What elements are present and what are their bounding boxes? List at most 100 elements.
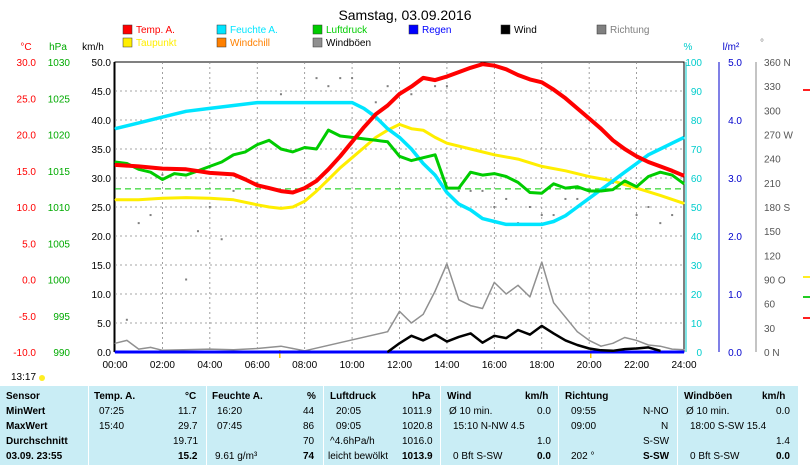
series-point-luftdruck-27 [434,154,436,156]
feuchte-abs: 9.61 g/m³ [215,451,258,462]
legend-label-4: Wind [514,25,537,36]
series-point-temp-a--7 [256,184,258,186]
series-line-wind [386,324,661,354]
temp-tick-2: 20.0 [17,131,37,142]
series-point-taupunkt-21 [434,136,436,138]
kmh-tick-9: 5.0 [97,319,111,330]
series-point-luftdruck-40 [588,190,590,192]
temp-current-value: 15.2 [178,451,198,462]
luftdruck-forecast: leicht bewölkt [328,451,389,462]
x-tick-3: 06:00 [245,360,270,371]
lm2-tick-2: 3.0 [728,174,742,185]
series-point-taupunkt-25 [517,158,519,160]
series-point-windb-en-12 [398,310,401,312]
richtung-dot-23 [659,222,662,225]
series-point-windb-en-3 [149,346,152,348]
series-line-feuchte-a- [114,100,685,227]
richtung-degrees: 202 ° [571,451,595,462]
series-point-feuchte-a--11 [351,102,353,104]
kmh-tick-6: 20.0 [92,232,112,243]
series-point-taupunkt-12 [327,178,329,181]
series-point-windb-en-24 [541,261,543,263]
series-point-temp-a--0 [114,164,116,166]
series-point-feuchte-a--19 [446,191,448,194]
legend-swatch-8 [312,37,323,48]
series-point-temp-a--10 [292,191,294,194]
temp-tick-6: 0.0 [22,276,36,287]
richtung-dot-9 [339,77,342,80]
richtung-dot-15 [469,189,472,192]
series-point-windb-en-27 [576,331,578,333]
percent-tick-6: 40 [691,232,703,243]
series-point-luftdruck-6 [185,174,187,176]
legend-label-5: Richtung [610,25,649,36]
deg-tick-9: 90 O [764,276,786,287]
series-point-feuchte-a--28 [553,220,555,223]
right-strip-yellow-marker [803,276,810,278]
x-tick-4: 08:00 [292,360,317,371]
series-point-taupunkt-20 [422,129,424,131]
series-point-temp-a--1 [138,165,140,167]
legend-label-6: Taupunkt [136,38,177,49]
series-point-temp-a--4 [209,172,211,174]
series-point-windb-en-15 [434,290,436,292]
series-point-feuchte-a--2 [138,122,140,124]
richtung-max-time: 09:00 [571,421,597,432]
deg-tick-1: 330 [764,82,781,93]
series-point-luftdruck-18 [327,129,329,131]
series-point-taupunkt-22 [446,142,448,144]
deg-tick-2: 300 [764,106,781,117]
temp-header: Temp. A. [94,391,136,402]
series-point-feuchte-a--16 [410,148,412,150]
lm2-tick-1: 4.0 [728,116,742,127]
windboeen-unit: km/h [762,391,786,402]
current-time-bar: 13:17 [0,372,810,384]
series-point-temp-a--26 [481,63,484,65]
series-point-luftdruck-43 [624,180,626,182]
series-point-wind-14 [553,332,555,335]
deg-tick-12: 0 N [764,348,780,359]
axis-unit-percent: % [684,42,693,53]
series-point-taupunkt-18 [398,123,401,125]
row-label-avg: Durchschnitt [6,436,68,447]
lm2-tick-3: 2.0 [728,232,742,243]
richtung-dot-26 [220,238,223,241]
richtung-max-value: N [661,421,669,432]
temp-column: Temp. A. °C 07:25 11.7 15:40 29.7 19.71 … [89,386,207,465]
right-strip-red-marker-2 [803,317,810,319]
richtung-min-value: N-NO [643,406,669,417]
legend-swatch-4 [500,24,511,35]
richtung-dot-10 [374,101,377,104]
hpa-tick-3: 1015 [48,167,71,178]
series-point-temp-a--9 [280,190,282,192]
sun-icon [39,375,45,381]
series-point-temp-a--42 [671,170,673,172]
series-point-windb-en-21 [505,293,507,295]
deg-tick-7: 150 [764,227,781,238]
series-point-wind-8 [481,342,484,344]
temp-min-value: 11.7 [178,406,197,417]
series-point-feuchte-a--34 [624,171,626,173]
temp-avg-value: 19.71 [173,436,199,447]
windboeen-bft: 0 Bft S-SW [690,451,740,462]
series-point-temp-a--2 [161,167,164,170]
series-point-feuchte-a--29 [564,215,567,217]
temp-min-time: 07:25 [99,406,125,417]
temp-tick-4: 10.0 [17,203,37,214]
series-point-taupunkt-8 [280,207,282,210]
richtung-dot-28 [351,77,354,80]
series-point-luftdruck-41 [600,190,602,192]
right-strip-green-marker [803,296,810,298]
series-point-luftdruck-48 [683,183,685,185]
x-tick-11: 22:00 [624,360,649,371]
series-point-taupunkt-0 [114,199,116,201]
series-point-taupunkt-10 [304,200,306,202]
sensor-header: Sensor [6,391,40,402]
series-point-feuchte-a--20 [458,203,460,205]
sensor-column: Sensor MinWert MaxWert Durchschnitt 03.0… [0,386,89,465]
deg-tick-0: 360 N [764,58,791,69]
series-point-temp-a--39 [635,155,638,157]
series-point-feuchte-a--30 [576,206,578,208]
deg-tick-4: 240 [764,155,781,166]
series-point-temp-a--27 [493,65,495,67]
